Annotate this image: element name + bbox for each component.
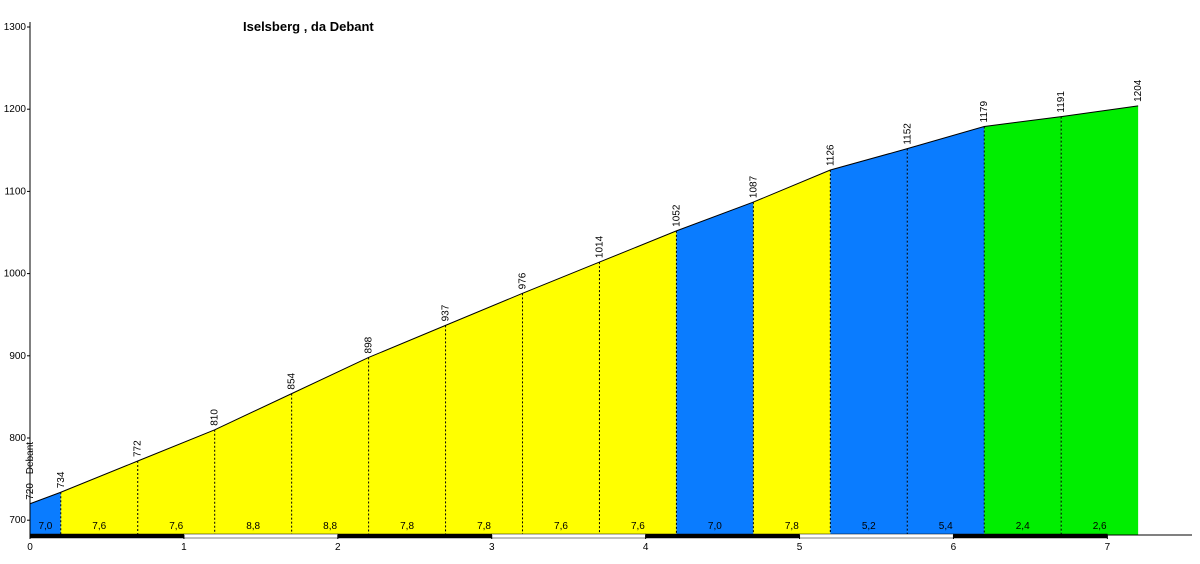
grade-label: 8,8 [246,521,260,532]
y-tick-label: 700 [9,515,26,526]
grade-label: 7,8 [785,521,799,532]
grade-label: 7,8 [477,521,491,532]
y-tick-label: 1300 [4,22,27,33]
y-tick-label: 1000 [4,269,27,280]
scale-bar [183,533,339,539]
point-label: 810 [210,409,221,426]
point-label: 772 [133,440,144,457]
grade-label: 2,4 [1016,521,1030,532]
segment [984,116,1062,536]
segment [522,262,600,535]
grade-label: 7,0 [708,521,722,532]
segment [445,293,523,535]
grade-label: 5,2 [862,521,876,532]
profile-line [29,105,1139,505]
segment [1061,105,1139,535]
scale-bar [799,533,954,539]
grade-label: 7,6 [631,521,645,532]
grade-label: 7,8 [400,521,414,532]
grade-label: 7,6 [554,521,568,532]
segment [291,357,369,535]
point-label: 1204 [1133,79,1144,102]
segment [676,202,754,535]
segment [368,325,446,535]
point-label: 976 [518,272,529,289]
grade-label: 7,6 [169,521,183,532]
segment [214,393,292,535]
grade-label: 8,8 [323,521,337,532]
segment [599,230,677,535]
scale-bar [29,533,185,539]
y-tick-label: 800 [9,433,26,444]
segment [753,170,831,536]
grade-label: 2,6 [1093,521,1107,532]
segment [830,148,908,535]
point-label: 1191 [1056,91,1067,113]
grade-label: 7,6 [92,521,106,532]
scale-bar [645,533,800,539]
x-tick-label: 3 [489,542,495,553]
y-tick-label: 900 [9,351,26,362]
point-label: 937 [441,304,452,321]
point-label: 1179 [979,101,990,123]
x-tick-label: 6 [951,542,957,553]
segment [907,126,985,536]
point-label: 1052 [671,204,682,227]
point-label: 854 [287,372,298,389]
point-label: 734 [56,471,67,488]
y-tick-label: 1200 [4,104,27,115]
x-tick-label: 4 [643,542,649,553]
segment [137,429,215,535]
x-tick-label: 1 [181,542,187,553]
x-tick-label: 7 [1105,542,1111,553]
x-tick-label: 5 [797,542,803,553]
scale-bar [953,533,1108,539]
y-tick-label: 1100 [4,186,26,197]
segment [60,461,138,535]
point-label: 1087 [748,175,759,198]
point-label: 1126 [825,144,836,166]
grade-label: 5,4 [939,521,953,532]
point-label: 898 [364,336,375,353]
x-tick-label: 2 [335,542,341,553]
x-tick-label: 0 [27,542,33,553]
segment [30,492,61,535]
grade-label: 7,0 [38,521,52,532]
scale-bar [491,533,646,539]
point-label: 1014 [594,235,605,258]
chart-title: Iselsberg , da Debant [243,19,374,34]
point-label: 1152 [902,123,913,145]
scale-bar [337,533,492,539]
